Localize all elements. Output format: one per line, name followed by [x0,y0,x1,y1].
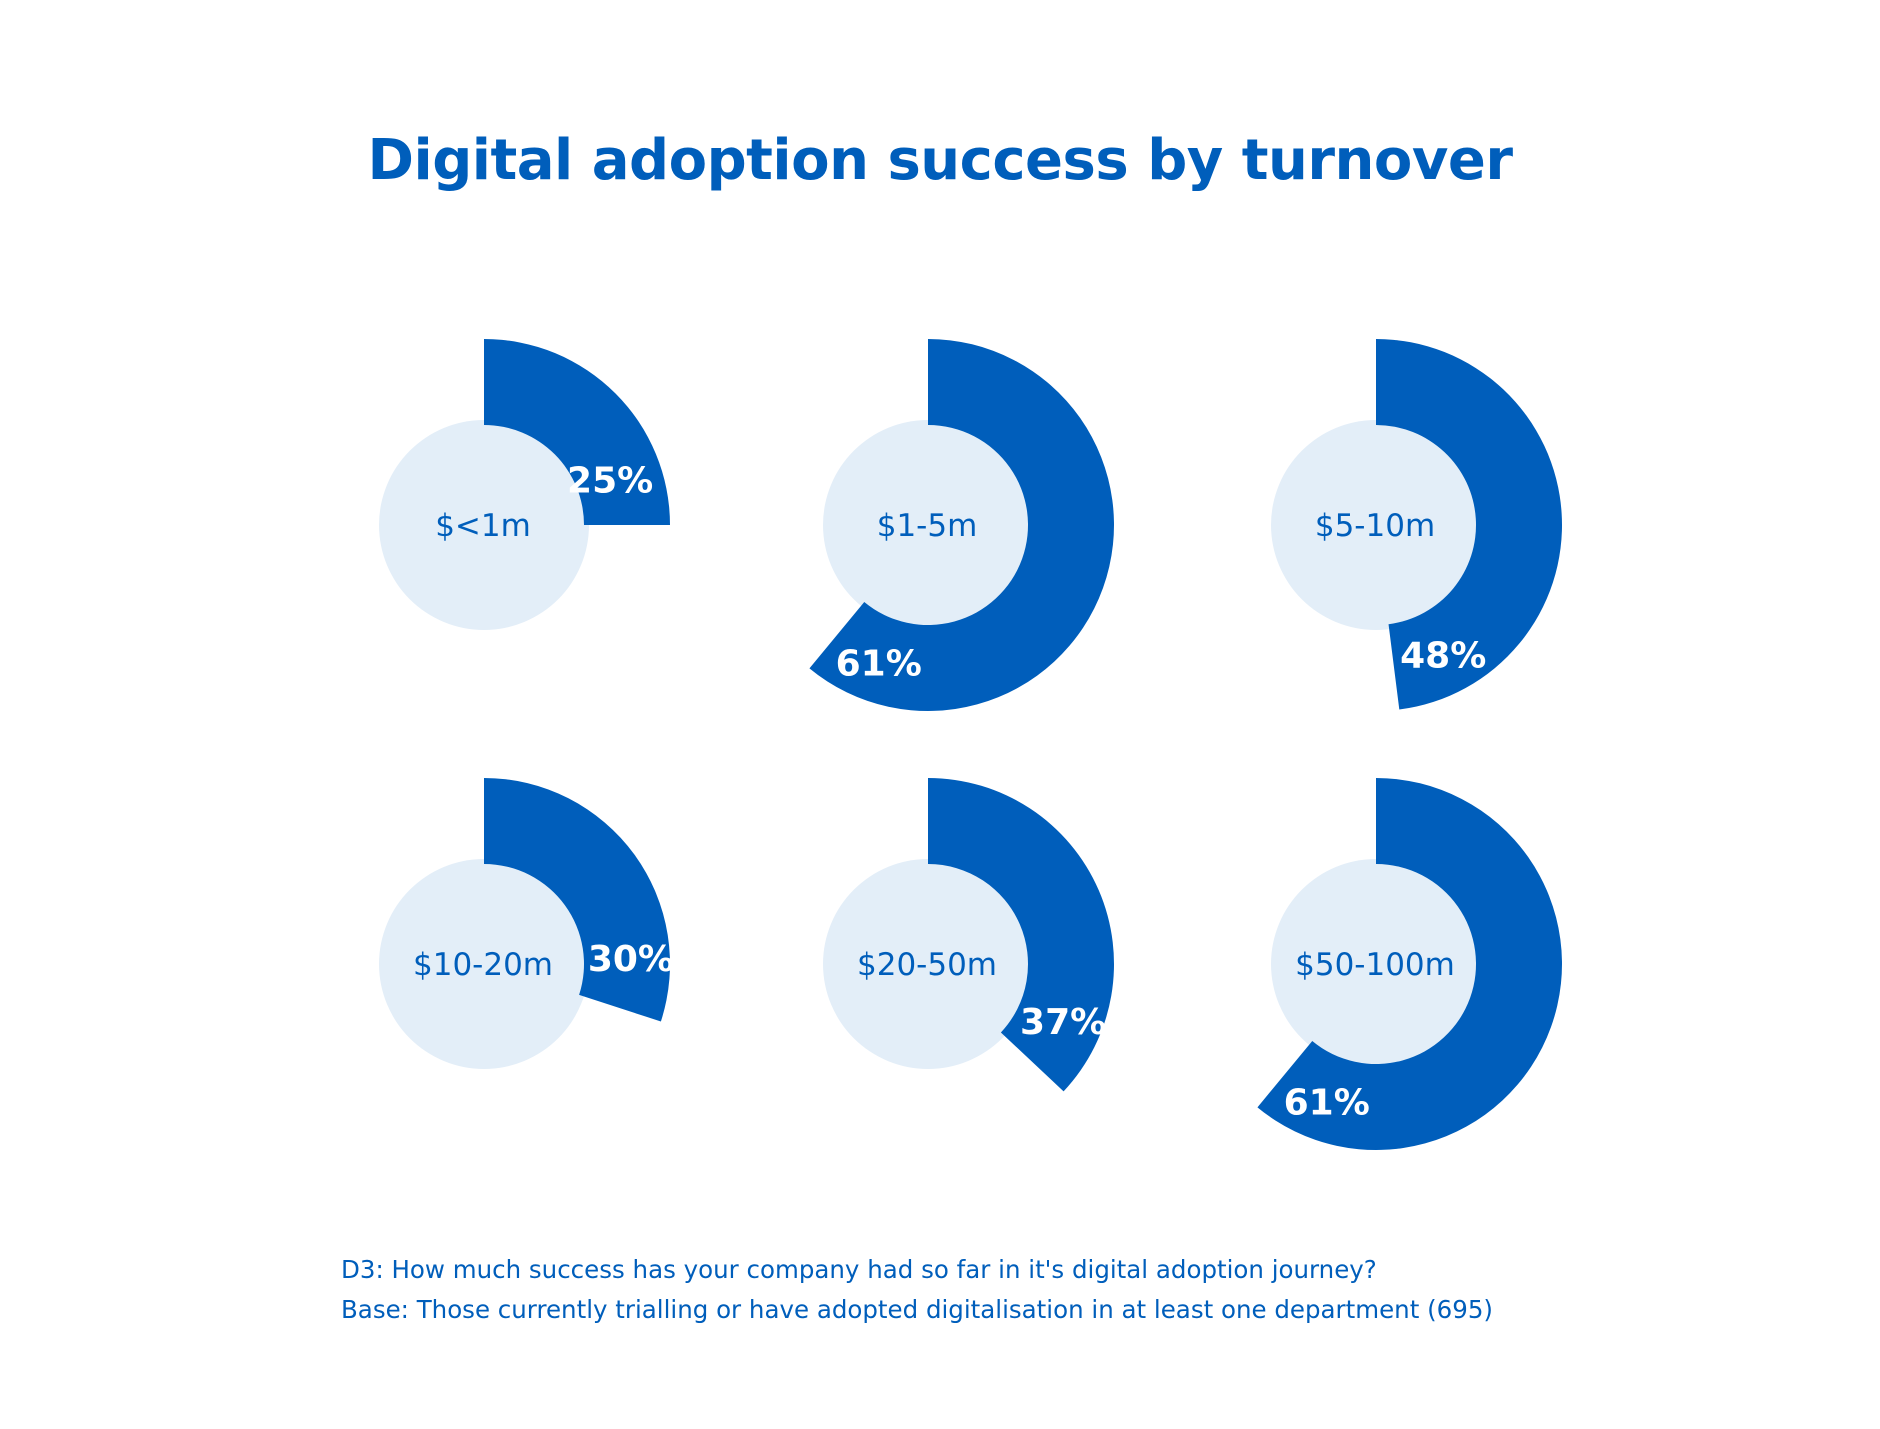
inner-circle [1271,859,1481,1069]
inner-circle [823,420,1033,630]
inner-circle [379,859,589,1069]
value-label: 61% [836,643,922,684]
radial-item: $<1m 25% [379,339,670,630]
category-label: $50-100m [1295,947,1455,983]
value-label: 30% [588,939,674,980]
value-label: 61% [1284,1082,1370,1123]
radial-item: $1-5m 61% [809,339,1114,711]
value-label: 48% [1400,636,1486,677]
value-arc [484,339,670,525]
footnote-question: D3: How much success has your company ha… [341,1255,1377,1284]
chart-title: Digital adoption success by turnover [367,128,1513,193]
value-label: 37% [1020,1002,1106,1043]
inner-circle [379,420,589,630]
category-label: $5-10m [1315,508,1435,544]
value-arc [1376,339,1562,710]
category-label: $1-5m [877,508,978,544]
radial-item: $20-50m 37% [823,778,1115,1092]
radial-item: $10-20m 30% [379,778,674,1069]
inner-circle [823,859,1033,1069]
radial-item: $50-100m 61% [1257,778,1562,1150]
value-arc [809,339,1114,711]
value-arc [928,778,1115,1092]
radial-item: $5-10m 48% [1271,339,1562,710]
footnote-base: Base: Those currently trialling or have … [341,1295,1493,1324]
value-arc [484,778,670,1022]
footnotes: D3: How much success has your company ha… [341,1250,1493,1330]
category-label: $10-20m [413,947,553,983]
value-label: 25% [567,461,653,502]
inner-circle [1271,420,1481,630]
category-label: $<1m [435,508,531,544]
category-label: $20-50m [857,947,997,983]
value-arc [1257,778,1562,1150]
